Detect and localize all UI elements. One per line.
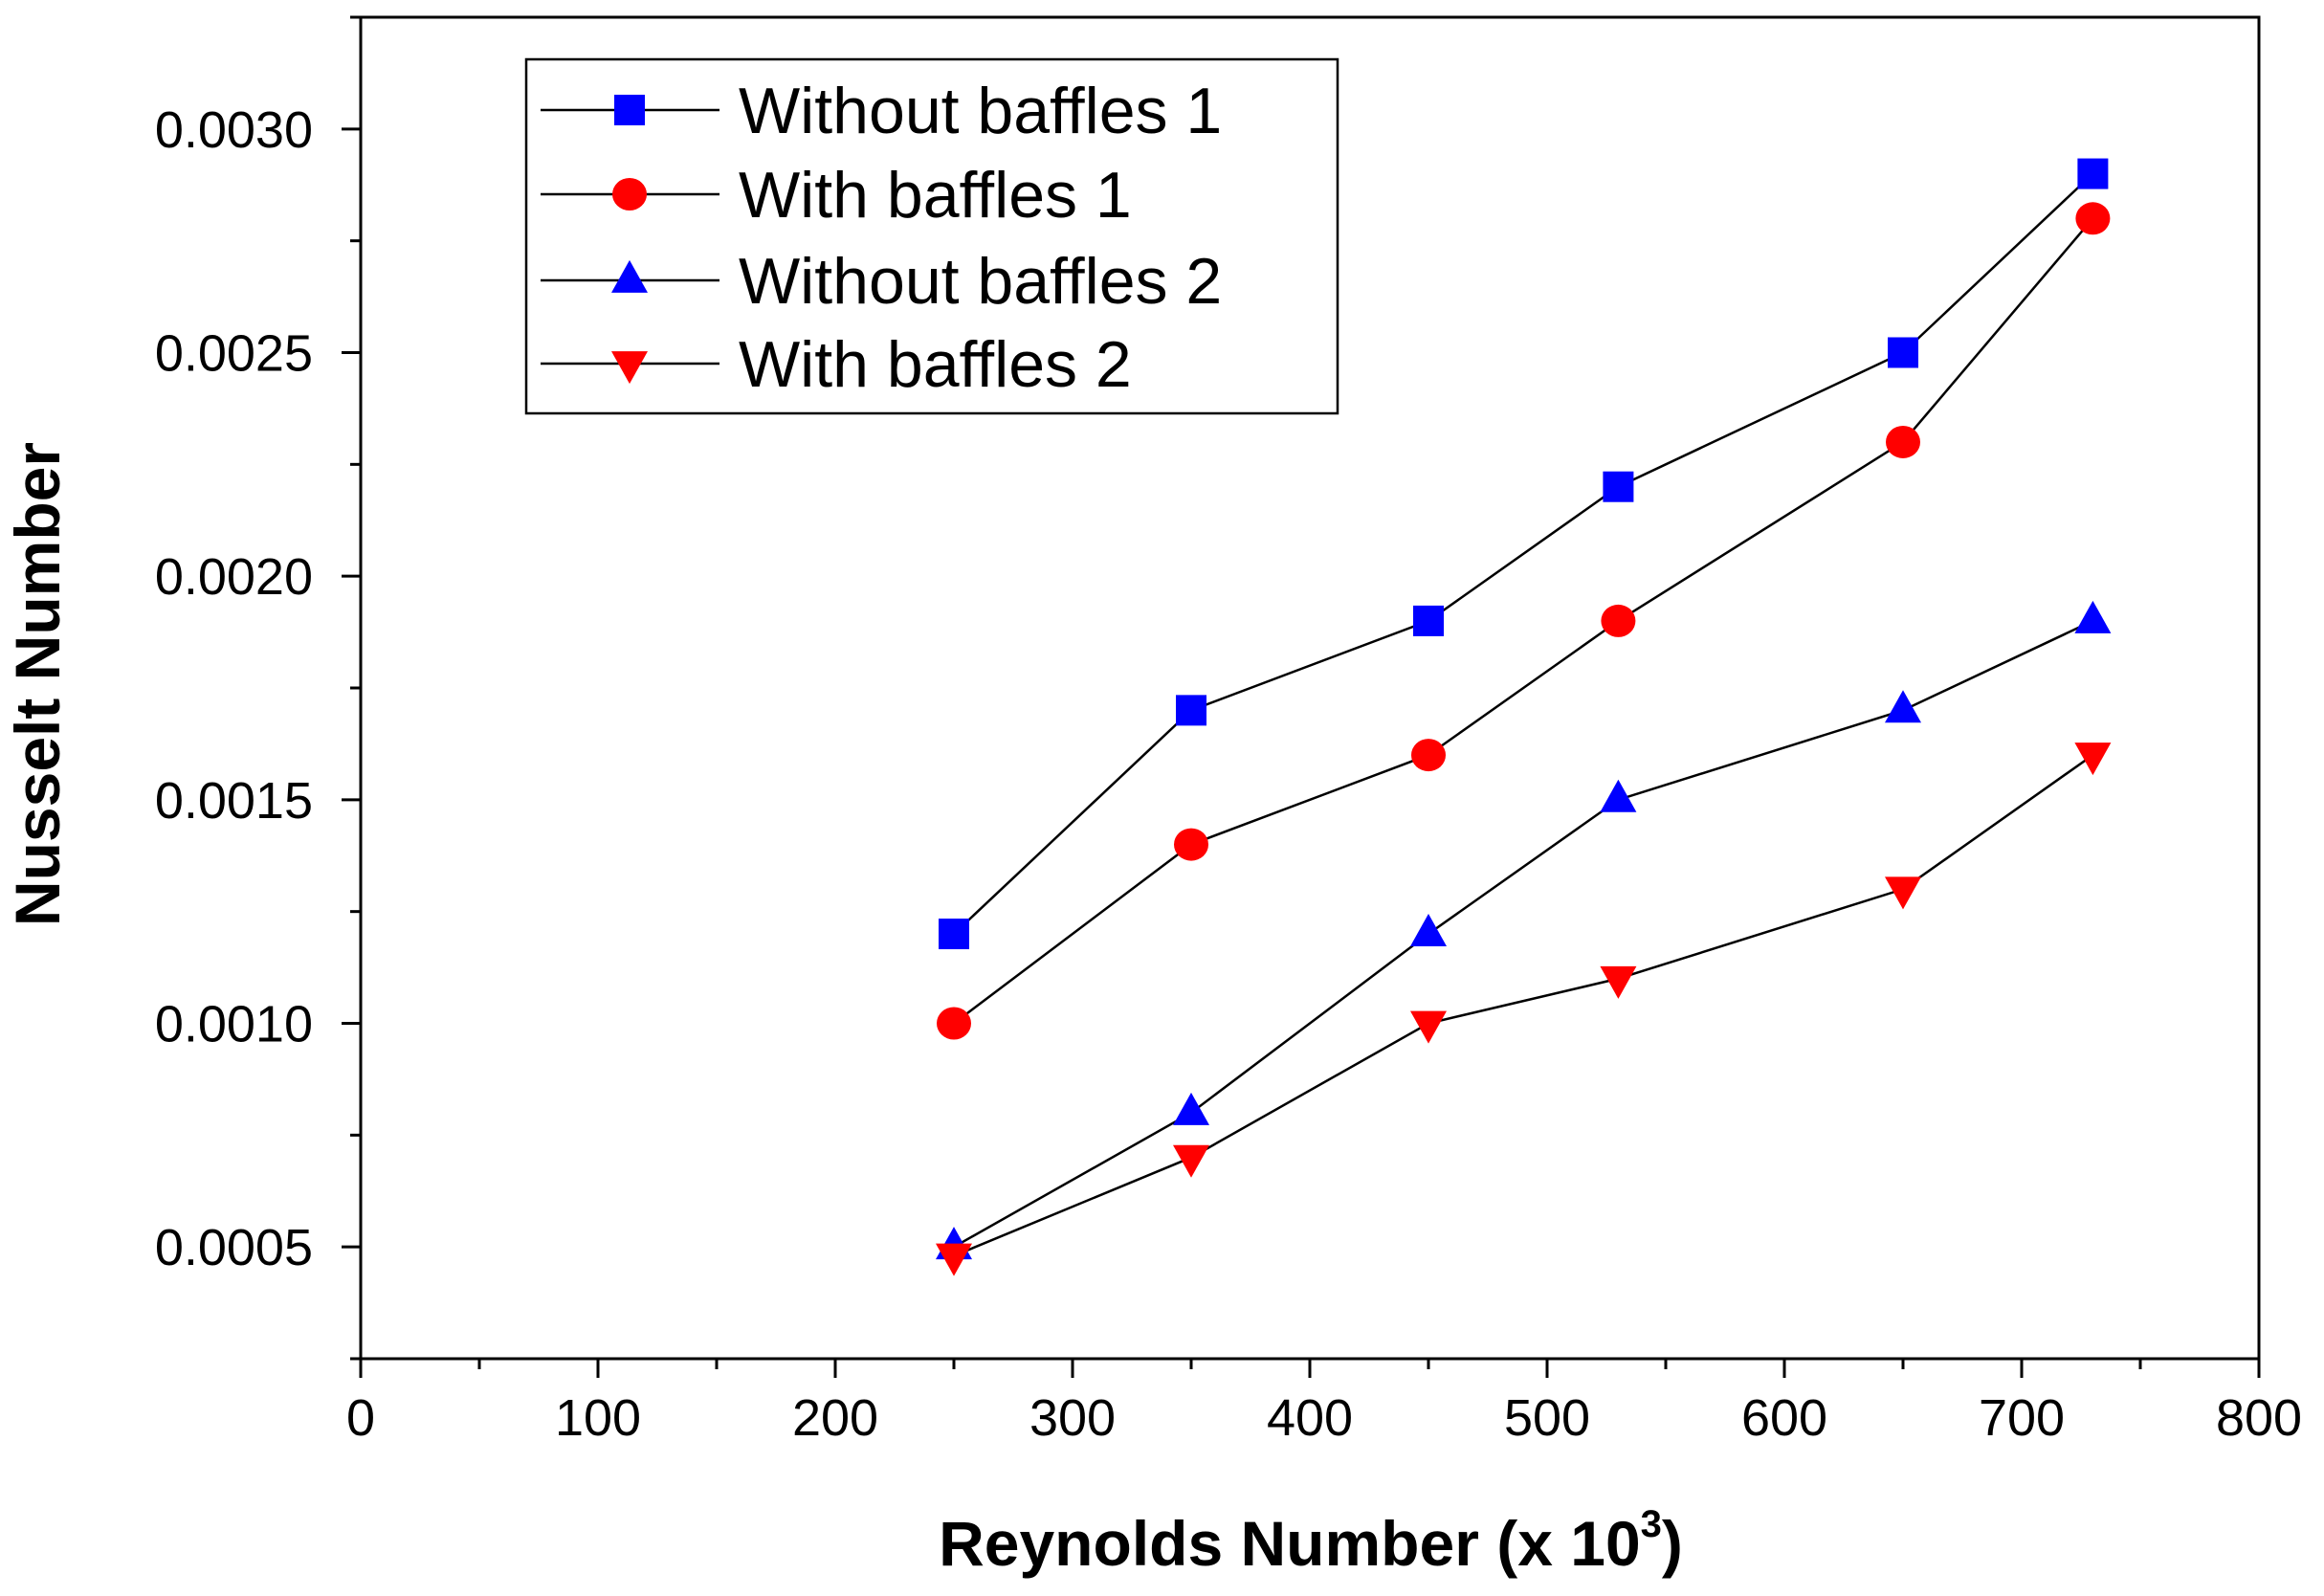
x-axis-title: Reynolds Number (x 103) bbox=[939, 1503, 1683, 1579]
data-point-series-2 bbox=[2075, 202, 2111, 235]
y-tick-label: 0.0005 bbox=[155, 1219, 313, 1276]
x-axis-title-superscript: 3 bbox=[1641, 1503, 1662, 1545]
series-markers bbox=[936, 158, 2112, 1276]
data-point-series-1 bbox=[2077, 158, 2109, 189]
y-tick-label: 0.0020 bbox=[155, 548, 313, 606]
data-point-series-4 bbox=[1600, 965, 1637, 999]
x-tick-label: 300 bbox=[1029, 1389, 1116, 1447]
y-tick-label: 0.0030 bbox=[155, 101, 313, 159]
x-tick-label: 600 bbox=[1741, 1389, 1827, 1447]
data-point-series-4 bbox=[1410, 1010, 1447, 1044]
series-line-1 bbox=[953, 172, 2094, 935]
axes: 0 100 200 300 400 500 600 700 800 0.0005 0.0010 0.0… bbox=[155, 15, 2302, 1447]
data-point-series-2 bbox=[1174, 828, 1208, 861]
series-lines bbox=[953, 172, 2094, 1257]
data-point-series-4 bbox=[936, 1243, 972, 1276]
data-point-series-2 bbox=[937, 1007, 971, 1040]
series-line-2 bbox=[953, 217, 2094, 1025]
data-point-series-3 bbox=[2074, 600, 2112, 633]
x-tick-label: 700 bbox=[1979, 1389, 2065, 1447]
data-point-series-3 bbox=[1885, 690, 1921, 723]
data-point-series-4 bbox=[2074, 743, 2112, 776]
data-point-series-3 bbox=[1600, 779, 1637, 812]
data-point-series-2 bbox=[1411, 739, 1446, 772]
x-tick-label: 200 bbox=[792, 1389, 878, 1447]
y-tick-label: 0.0025 bbox=[155, 325, 313, 383]
data-point-series-3 bbox=[1173, 1092, 1209, 1125]
y-tick-label: 0.0015 bbox=[155, 772, 313, 830]
data-point-series-2 bbox=[1886, 425, 1920, 458]
data-point-series-1 bbox=[939, 919, 969, 950]
legend-marker bbox=[612, 178, 647, 211]
series-line-3 bbox=[953, 619, 2093, 1249]
legend-box bbox=[524, 57, 1339, 415]
x-axis-title-suffix: ) bbox=[1662, 1508, 1683, 1579]
x-tick-label: 800 bbox=[2216, 1389, 2302, 1447]
legend-marker bbox=[611, 351, 648, 385]
x-tick-label: 0 bbox=[346, 1389, 375, 1447]
legend-label: With baffles 1 bbox=[739, 159, 1132, 232]
data-point-series-1 bbox=[1603, 471, 1634, 502]
data-point-series-4 bbox=[1173, 1144, 1209, 1178]
legend-label: With baffles 2 bbox=[739, 328, 1132, 401]
data-point-series-1 bbox=[1413, 605, 1444, 636]
legend-marker bbox=[611, 259, 648, 293]
data-point-series-3 bbox=[1410, 913, 1447, 946]
y-tick-label: 0.0010 bbox=[155, 996, 313, 1053]
x-tick-label: 100 bbox=[555, 1389, 641, 1447]
data-point-series-2 bbox=[1601, 604, 1636, 637]
series-line-4 bbox=[953, 754, 2094, 1257]
legend-label: Without baffles 2 bbox=[739, 245, 1222, 318]
data-point-series-1 bbox=[1888, 337, 1918, 368]
x-tick-label: 400 bbox=[1267, 1389, 1353, 1447]
legend-marker bbox=[614, 95, 645, 125]
data-point-series-1 bbox=[1176, 695, 1206, 726]
x-axis-title-main: Reynolds Number (x 10 bbox=[939, 1508, 1641, 1579]
legend-label: Without baffles 1 bbox=[739, 75, 1222, 147]
data-point-series-4 bbox=[1885, 876, 1921, 910]
legend: Without baffles 1 With baffles 1 Without b… bbox=[524, 57, 1339, 415]
x-tick-label: 500 bbox=[1504, 1389, 1590, 1447]
y-axis-title: Nusselt Number bbox=[2, 442, 73, 926]
